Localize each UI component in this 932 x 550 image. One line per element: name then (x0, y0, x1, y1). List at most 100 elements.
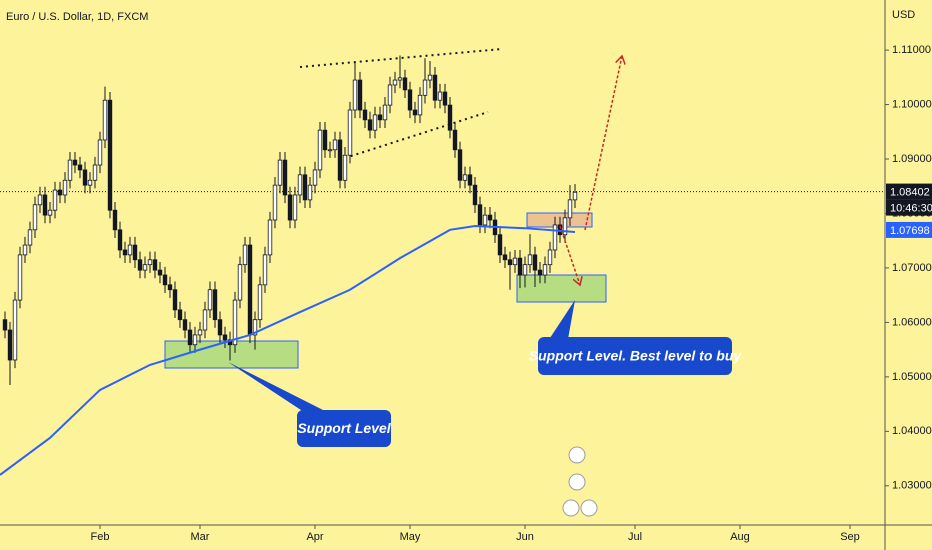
candle-body (282, 159, 288, 196)
candle-body (547, 249, 553, 266)
callout-pointer (228, 362, 327, 414)
candle-body (402, 77, 408, 91)
candle-body (17, 254, 23, 301)
candle-body (482, 214, 488, 226)
candle-body (222, 334, 228, 341)
candle-body (252, 319, 258, 336)
y-tick-label: 1.04000 (892, 425, 932, 437)
candle-body (432, 74, 438, 101)
event-icon (562, 499, 580, 517)
moving-average (0, 225, 576, 476)
trend-line (344, 111, 489, 159)
candle-body (207, 289, 213, 311)
candle-body (537, 269, 543, 276)
candle-body (392, 79, 398, 86)
callout-box (538, 337, 732, 375)
candle-body (127, 244, 133, 256)
candle-body (47, 209, 53, 216)
candle-body (552, 224, 558, 251)
candle-body (82, 169, 88, 186)
candle-body (92, 164, 98, 181)
candle-body (267, 219, 273, 256)
candle-body (132, 244, 138, 261)
candle-body (452, 129, 458, 151)
candle-body (77, 164, 83, 171)
candle-body (107, 99, 113, 211)
candle-body (102, 99, 108, 141)
title: Euro / U.S. Dollar, 1D, FXCM (6, 11, 148, 23)
candle-body (307, 184, 313, 201)
candle-body (457, 149, 463, 181)
x-tick-label: Jun (516, 531, 534, 543)
candle-body (217, 319, 223, 336)
candle-body (417, 94, 423, 116)
candle-body (237, 264, 243, 301)
candle-body (162, 274, 168, 286)
candle-body (67, 159, 73, 181)
candle-body (172, 289, 178, 311)
candle-body (137, 259, 143, 271)
candle-body (337, 139, 343, 181)
candle-body (147, 259, 153, 266)
candle-body (367, 119, 373, 131)
y-tick-label: 1.03000 (892, 480, 932, 492)
candle-body (297, 174, 303, 196)
candle-body (52, 189, 58, 211)
candle-body (517, 257, 523, 276)
candle-body (232, 299, 238, 346)
candle-body (142, 264, 148, 271)
y-tick-label: 1.05000 (892, 371, 932, 383)
candle-body (262, 254, 268, 286)
candle-body (22, 244, 28, 256)
y-tick-label: 1.07000 (892, 262, 932, 274)
ma-value: 1.07698 (890, 225, 930, 237)
forecast-arrow (559, 225, 580, 285)
support-zone (516, 274, 607, 303)
x-tick-label: Sep (840, 531, 860, 543)
candle-body (542, 264, 548, 276)
candle-body (507, 259, 513, 266)
y-tick-label: 1.10000 (892, 98, 932, 110)
candle-body (442, 91, 448, 106)
y-tick-label: 1.11000 (892, 44, 931, 56)
candle-body (342, 154, 348, 181)
candle-body (332, 139, 338, 151)
y-tick-label: 1.09000 (892, 153, 932, 165)
candle-body (527, 254, 533, 266)
candle-body (352, 79, 358, 111)
candle-body (522, 264, 528, 276)
candle-body (407, 89, 413, 111)
candle-body (62, 179, 68, 196)
countdown-box (886, 199, 932, 216)
candle-body (502, 254, 508, 261)
event-icon (568, 473, 586, 491)
candle-body (357, 79, 363, 111)
callout-pointer (548, 300, 575, 341)
candle-body (567, 199, 573, 219)
candles (2, 55, 578, 386)
candle-body (42, 194, 48, 216)
candle-body (242, 244, 248, 266)
candle-body (477, 204, 483, 226)
event-icon (580, 499, 598, 517)
x-tick-label: Aug (730, 531, 750, 543)
candle-body (97, 139, 103, 166)
candle-body (72, 159, 78, 166)
candle-body (322, 129, 328, 151)
candle-body (327, 149, 333, 152)
candle-body (302, 174, 308, 201)
countdown: 10:46:30 (890, 202, 932, 214)
candle-body (532, 254, 538, 271)
candle-body (32, 204, 38, 231)
candle-body (157, 269, 163, 276)
candle-body (317, 129, 323, 171)
x-tick-label: Feb (91, 531, 110, 543)
candle-body (2, 319, 8, 331)
ma-value-box (886, 221, 932, 238)
candle-body (312, 169, 318, 186)
callout-box (297, 410, 391, 447)
candle-body (497, 234, 503, 256)
candle-body (427, 74, 433, 81)
